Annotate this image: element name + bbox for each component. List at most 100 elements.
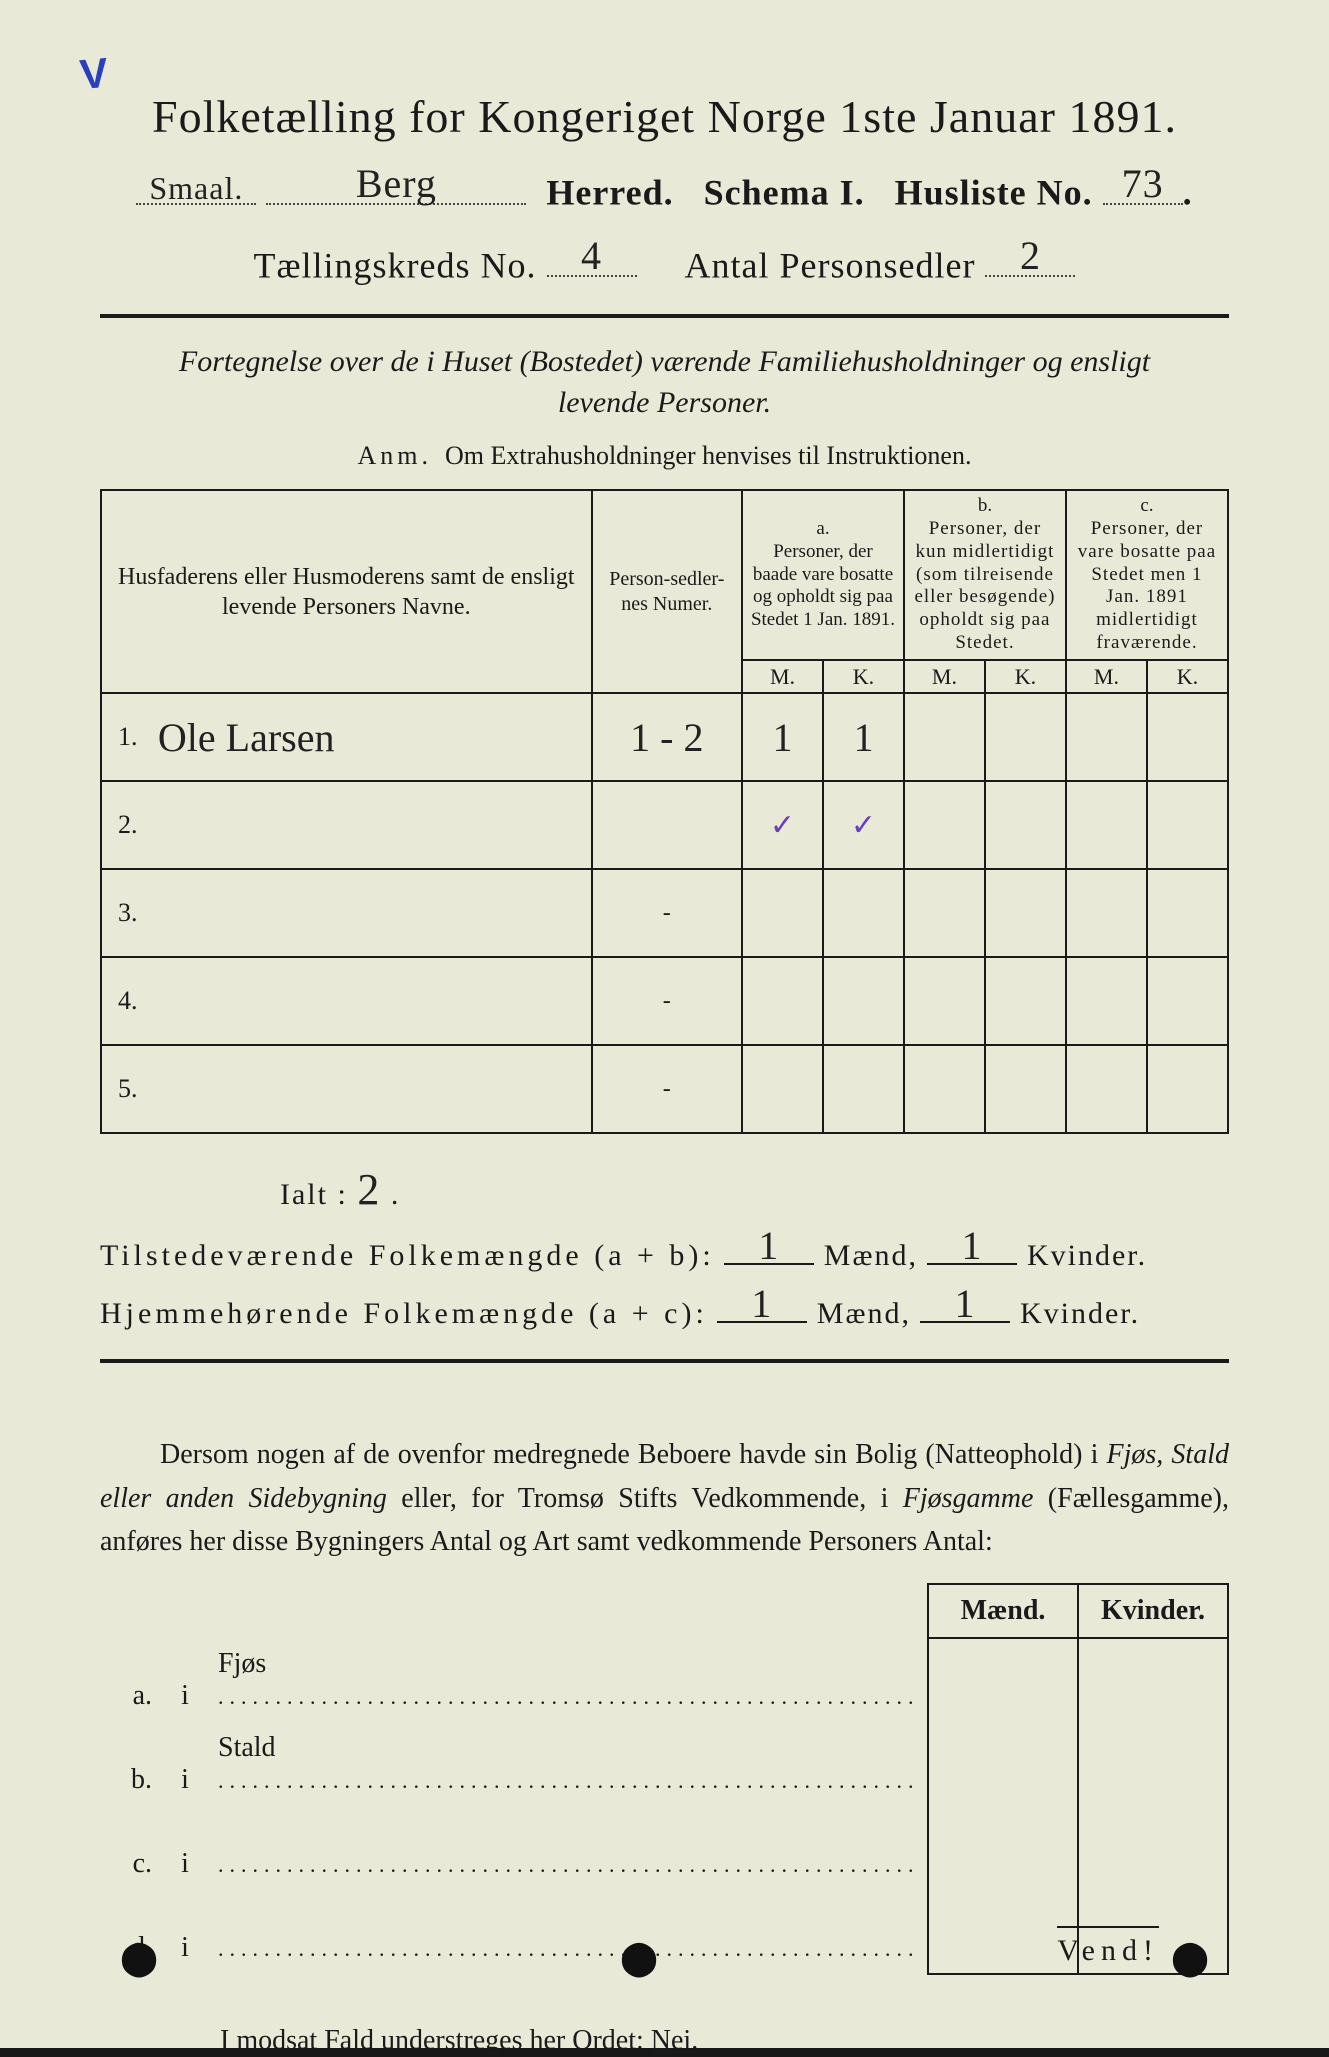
maend-1: Mænd,: [824, 1239, 918, 1272]
schema-label: Schema I.: [704, 173, 865, 213]
row-a-m: [742, 957, 823, 1045]
anm-line: Anm. Om Extrahusholdninger henvises til …: [100, 441, 1229, 471]
binding-mark-mid: ⬤: [620, 1938, 658, 1978]
hdr-b-m: M.: [904, 660, 985, 694]
small-row: a.iFjøs: [100, 1638, 1228, 1722]
row-num: 2.: [101, 781, 152, 869]
hdr-a-top: a.: [749, 518, 897, 541]
row-c-m: [1066, 957, 1147, 1045]
kreds-label: Tællingskreds No.: [254, 245, 537, 285]
row-num: 1.: [101, 693, 152, 781]
nei-word: Nei.: [651, 2025, 698, 2056]
row-c-k: [1147, 693, 1228, 781]
small-a: a.: [100, 1638, 160, 1722]
row-num: 3.: [101, 869, 152, 957]
small-label: Stald: [210, 1722, 928, 1806]
anm-label: Anm.: [358, 441, 433, 470]
row-sedler: [592, 781, 742, 869]
row-num: 5.: [101, 1045, 152, 1133]
row-c-m: [1066, 781, 1147, 869]
anm-text: Om Extrahusholdninger henvises til Instr…: [445, 441, 971, 470]
hdr-a: a. Personer, der baade vare bosatte og o…: [742, 490, 904, 660]
rule-2: [100, 1359, 1229, 1363]
row-b-m: [904, 693, 985, 781]
kreds-line: Tællingskreds No. 4 Antal Personsedler 2: [100, 236, 1229, 287]
row-a-k: [823, 957, 904, 1045]
small-table: Mænd. Kvinder. a.iFjøs b.iStald c.i d.i: [100, 1583, 1229, 1975]
title-year: 1891.: [1068, 91, 1177, 142]
row-a-k: [823, 869, 904, 957]
husliste-no: 73: [1103, 160, 1183, 207]
small-m: [928, 1722, 1078, 1806]
nei-text: I modsat Fald understreges her Ordet:: [220, 2025, 651, 2056]
corner-mark: V: [78, 49, 110, 99]
small-i: i: [160, 1722, 210, 1806]
hdr-b-top: b.: [911, 495, 1059, 518]
kvinder-2: Kvinder.: [1020, 1297, 1140, 1330]
table-row: 1.Ole Larsen1 - 211: [101, 693, 1228, 781]
herred-value: Berg: [266, 160, 526, 207]
row-c-m: [1066, 1045, 1147, 1133]
fjos-paragraph: Dersom nogen af de ovenfor medregnede Be…: [100, 1433, 1229, 1563]
hdr-a-k: K.: [823, 660, 904, 694]
hdr-b: b. Personer, der kun midlertidigt (som t…: [904, 490, 1066, 660]
row-sedler: -: [592, 957, 742, 1045]
antal-val: 2: [985, 232, 1075, 279]
binding-mark-right: ⬤: [1171, 1938, 1209, 1978]
hdr-c-txt: Personer, der vare bosatte paa Stedet me…: [1073, 518, 1221, 655]
small-a: c.: [100, 1806, 160, 1890]
antal-label: Antal Personsedler: [685, 245, 976, 285]
sum-line-2: Hjemmehørende Folkemængde (a + c): 1 Mæn…: [100, 1291, 1229, 1331]
sum-line-1: Tilstedeværende Folkemængde (a + b): 1 M…: [100, 1233, 1229, 1273]
small-k: [1078, 1638, 1228, 1722]
row-c-k: [1147, 957, 1228, 1045]
row-a-k: ✓: [823, 781, 904, 869]
hdr-name: Husfaderens eller Husmoderens samt de en…: [101, 490, 592, 693]
small-label: Fjøs: [210, 1638, 928, 1722]
row-b-k: [985, 957, 1066, 1045]
hdr-c: c. Personer, der vare bosatte paa Stedet…: [1066, 490, 1228, 660]
row-name: [152, 869, 592, 957]
maend-2: Mænd,: [817, 1297, 911, 1330]
small-blank: [100, 1584, 928, 1638]
small-i: i: [160, 1890, 210, 1974]
row-c-m: [1066, 693, 1147, 781]
ialt-label: Ialt :: [280, 1178, 348, 1211]
kvinder-1: Kvinder.: [1027, 1239, 1147, 1272]
hdr-c-k: K.: [1147, 660, 1228, 694]
hdr-b-k: K.: [985, 660, 1066, 694]
herred-prefix-value: Smaal.: [136, 170, 256, 207]
row-c-k: [1147, 781, 1228, 869]
row-name: [152, 781, 592, 869]
sum1-label: Tilstedeværende Folkemængde (a + b):: [100, 1239, 715, 1272]
row-b-k: [985, 693, 1066, 781]
small-hdr-m: Mænd.: [928, 1584, 1078, 1638]
row-a-k: 1: [823, 693, 904, 781]
row-name: Ole Larsen: [152, 693, 592, 781]
small-i: i: [160, 1806, 210, 1890]
small-label: [210, 1806, 928, 1890]
rule-1: [100, 314, 1229, 318]
row-b-m: [904, 1045, 985, 1133]
small-m: [928, 1806, 1078, 1890]
title-text: Folketælling for Kongeriget Norge 1ste J…: [152, 91, 1056, 142]
row-sedler: 1 - 2: [592, 693, 742, 781]
table-row: 3.-: [101, 869, 1228, 957]
sum1-k: 1: [927, 1222, 1017, 1269]
hdr-c-top: c.: [1073, 495, 1221, 518]
row-a-k: [823, 1045, 904, 1133]
herred-line: Smaal. Berg Herred. Schema I. Husliste N…: [100, 163, 1229, 214]
row-name: [152, 1045, 592, 1133]
row-c-k: [1147, 869, 1228, 957]
hdr-num: Person-sedler-nes Numer.: [592, 490, 742, 693]
small-m: [928, 1890, 1078, 1974]
ialt-val: 2: [357, 1164, 381, 1215]
row-b-k: [985, 869, 1066, 957]
herred-label: Herred.: [546, 173, 673, 213]
ialt-line: Ialt : 2 .: [280, 1164, 1229, 1215]
row-c-k: [1147, 1045, 1228, 1133]
sum1-m: 1: [724, 1222, 814, 1269]
census-form-page: V Folketælling for Kongeriget Norge 1ste…: [0, 0, 1329, 2048]
hdr-b-txt: Personer, der kun midlertidigt (som tilr…: [911, 518, 1059, 655]
small-row: c.i: [100, 1806, 1228, 1890]
